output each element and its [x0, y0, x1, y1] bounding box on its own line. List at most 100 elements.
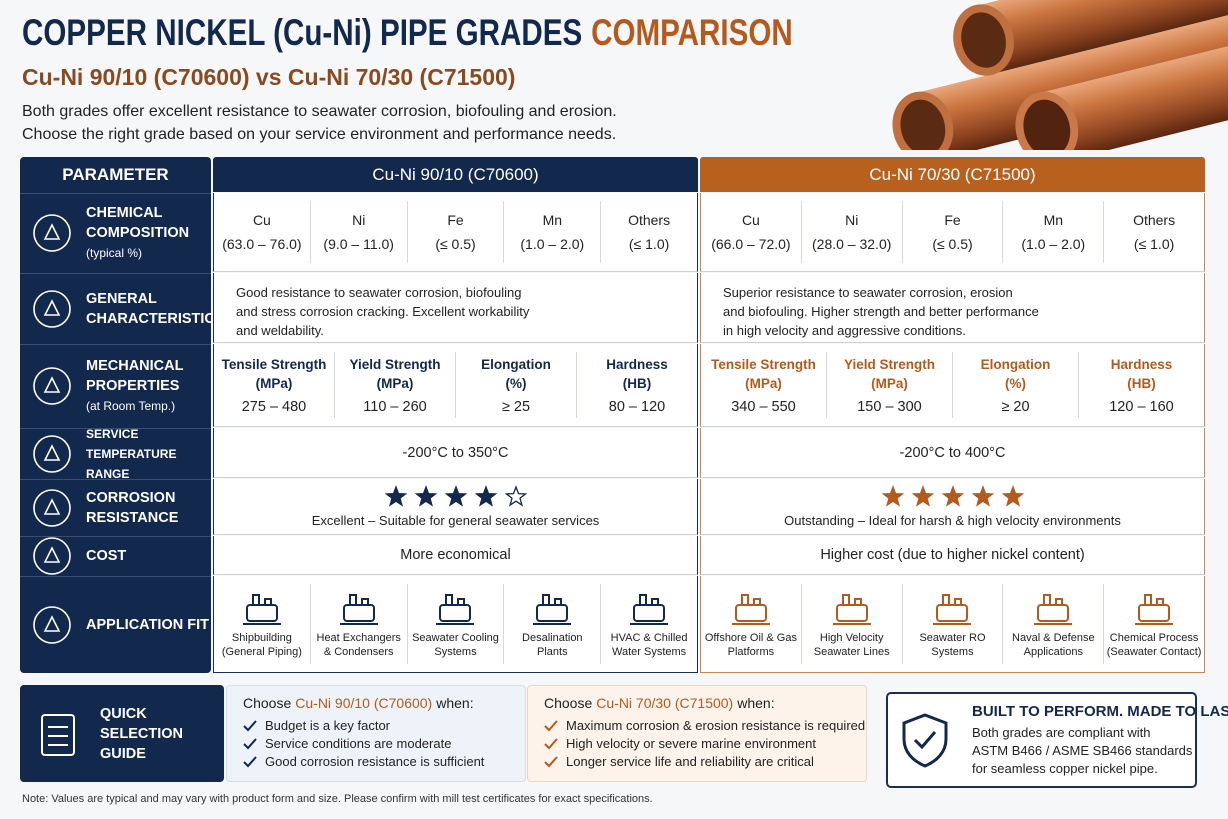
- choice-grade: Cu-Ni 90/10 (C70600): [295, 695, 433, 711]
- application-label: Systems: [931, 646, 974, 658]
- application-label: Desalination: [522, 632, 583, 644]
- cell: Tensile Strength (MPa) 275 – 480 Yield Stre…: [213, 344, 698, 427]
- title-accent: COMPARISON: [591, 12, 793, 53]
- application-label: Platforms: [727, 646, 775, 658]
- property-name-line: (MPa): [255, 376, 293, 391]
- property-value: 80 – 120: [608, 399, 666, 415]
- description: Good resistance to seawater corrosion, b…: [214, 273, 551, 342]
- choice-item-text: High velocity or severe marine environme…: [566, 736, 816, 751]
- row-icon: [33, 606, 71, 644]
- icon-body: [1138, 604, 1171, 622]
- icon-ring: [33, 606, 71, 644]
- badge-text: BUILT TO PERFORM. MADE TO LAST. Both grad…: [972, 703, 1228, 778]
- check-icon: [243, 738, 257, 750]
- application-label: Seawater RO: [919, 632, 986, 644]
- sub-cell: Ni (9.0 – 11.0): [309, 201, 407, 263]
- application-icon: [933, 594, 972, 625]
- element: Cu: [741, 212, 760, 228]
- check: [243, 756, 257, 768]
- icon-ring: [33, 488, 71, 527]
- range: (≤ 1.0): [628, 236, 670, 252]
- application-label: Shipbuilding: [231, 632, 292, 644]
- description-line: and stress corrosion cracking. Excellent…: [236, 304, 530, 319]
- element: Mn: [542, 212, 563, 228]
- choice-item: Longer service life and reliability are …: [544, 753, 850, 771]
- property-value: 110 – 260: [363, 399, 427, 415]
- check: [243, 738, 257, 750]
- icon-body: [245, 604, 278, 622]
- application-label: (General Piping): [221, 646, 302, 658]
- icon-top: [445, 594, 466, 605]
- element: Fe: [447, 212, 464, 228]
- label-line: SERVICE TEMPERATURE: [86, 426, 177, 461]
- icon-top: [841, 594, 862, 605]
- check: [544, 720, 558, 732]
- sub-cell: High Velocity Seawater Lines: [800, 584, 902, 664]
- property-name-line: Elongation: [980, 357, 1051, 372]
- star-rating: [384, 485, 527, 507]
- row-label: GENERAL CHARACTERISTICS: [20, 273, 225, 343]
- range: (28.0 – 32.0): [812, 236, 892, 252]
- description-line: and biofouling. Higher strength and bett…: [723, 304, 1039, 319]
- badge-line: Both grades are compliant with: [972, 724, 1151, 740]
- cell: Tensile Strength (MPa) 340 – 550 Yield Stre…: [700, 344, 1205, 427]
- choice-post: when:: [737, 695, 775, 711]
- application-icon: [630, 594, 669, 625]
- cell-value: -200°C to 400°C: [899, 444, 1006, 461]
- icon-top: [1043, 594, 1064, 605]
- element: Others: [1133, 212, 1176, 228]
- cell: Shipbuilding (General Piping) Heat Exchang…: [213, 576, 698, 673]
- badge-line: for seamless copper nickel pipe.: [972, 760, 1158, 776]
- icon-top: [542, 594, 563, 605]
- icon-top: [942, 594, 963, 605]
- cell: Higher cost (due to higher nickel conten…: [700, 536, 1205, 575]
- property-name: Tensile Strength (MPa): [222, 355, 327, 393]
- element: Mn: [1043, 212, 1064, 228]
- star-empty: [504, 485, 527, 507]
- cell-value: Higher cost (due to higher nickel conten…: [820, 547, 1085, 563]
- choice-box: Choose Cu-Ni 90/10 (C70600) when: Budget is…: [226, 685, 526, 782]
- application-icon: [1135, 594, 1174, 625]
- property-name-line: (MPa): [871, 376, 908, 391]
- shield-icon: [902, 713, 948, 768]
- choice-item-text: Service conditions are moderate: [265, 736, 452, 751]
- label-line: RESISTANCE: [86, 509, 179, 526]
- property-name-line: Yield Strength: [843, 357, 935, 372]
- application-label: HVAC & Chilled: [610, 632, 688, 644]
- application-label: Seawater Cooling: [412, 632, 499, 644]
- row-label: APPLICATION FIT: [20, 576, 211, 673]
- property-value: ≥ 25: [501, 399, 531, 415]
- property-value: 275 – 480: [241, 399, 307, 415]
- label-line: PROPERTIES: [86, 378, 180, 394]
- icon-glyph: [43, 615, 61, 632]
- range: (≤ 0.5): [435, 236, 476, 252]
- cell-text: -200°C to 400°C: [701, 428, 1204, 477]
- star-filled: [941, 485, 964, 507]
- check-icon: [544, 756, 558, 768]
- row-icon: [33, 214, 71, 252]
- choice-heading: Choose Cu-Ni 90/10 (C70600) when:: [243, 695, 509, 711]
- intro-line: Both grades offer excellent resistance t…: [22, 103, 617, 120]
- range: (≤ 1.0): [1133, 236, 1175, 252]
- star-filled: [444, 485, 467, 507]
- application-label: Offshore Oil & Gas: [704, 632, 797, 644]
- icon-glyph: [43, 546, 61, 563]
- range: (1.0 – 2.0): [520, 236, 585, 252]
- property-value: 120 – 160: [1109, 399, 1174, 415]
- sub-cell: Seawater RO Systems: [901, 584, 1003, 664]
- icon-body: [835, 604, 868, 622]
- icon-body: [633, 604, 666, 622]
- cell: Good resistance to seawater corrosion, b…: [213, 273, 698, 343]
- choice-pre: Choose: [243, 695, 292, 711]
- property-name-line: (%): [1005, 376, 1026, 391]
- cell: Outstanding – Ideal for harsh & high vel…: [700, 479, 1205, 535]
- sub-cell: Yield Strength (MPa) 110 – 260: [334, 352, 455, 418]
- label-line: GENERAL: [86, 290, 157, 307]
- application-label: High Velocity: [819, 632, 884, 644]
- pipes-illustration: [892, 0, 1228, 150]
- icon-glyph: [43, 298, 61, 316]
- cell-text: Higher cost (due to higher nickel conten…: [701, 536, 1204, 574]
- row-icon: [33, 434, 71, 473]
- property-name: Hardness (HB): [1111, 355, 1173, 393]
